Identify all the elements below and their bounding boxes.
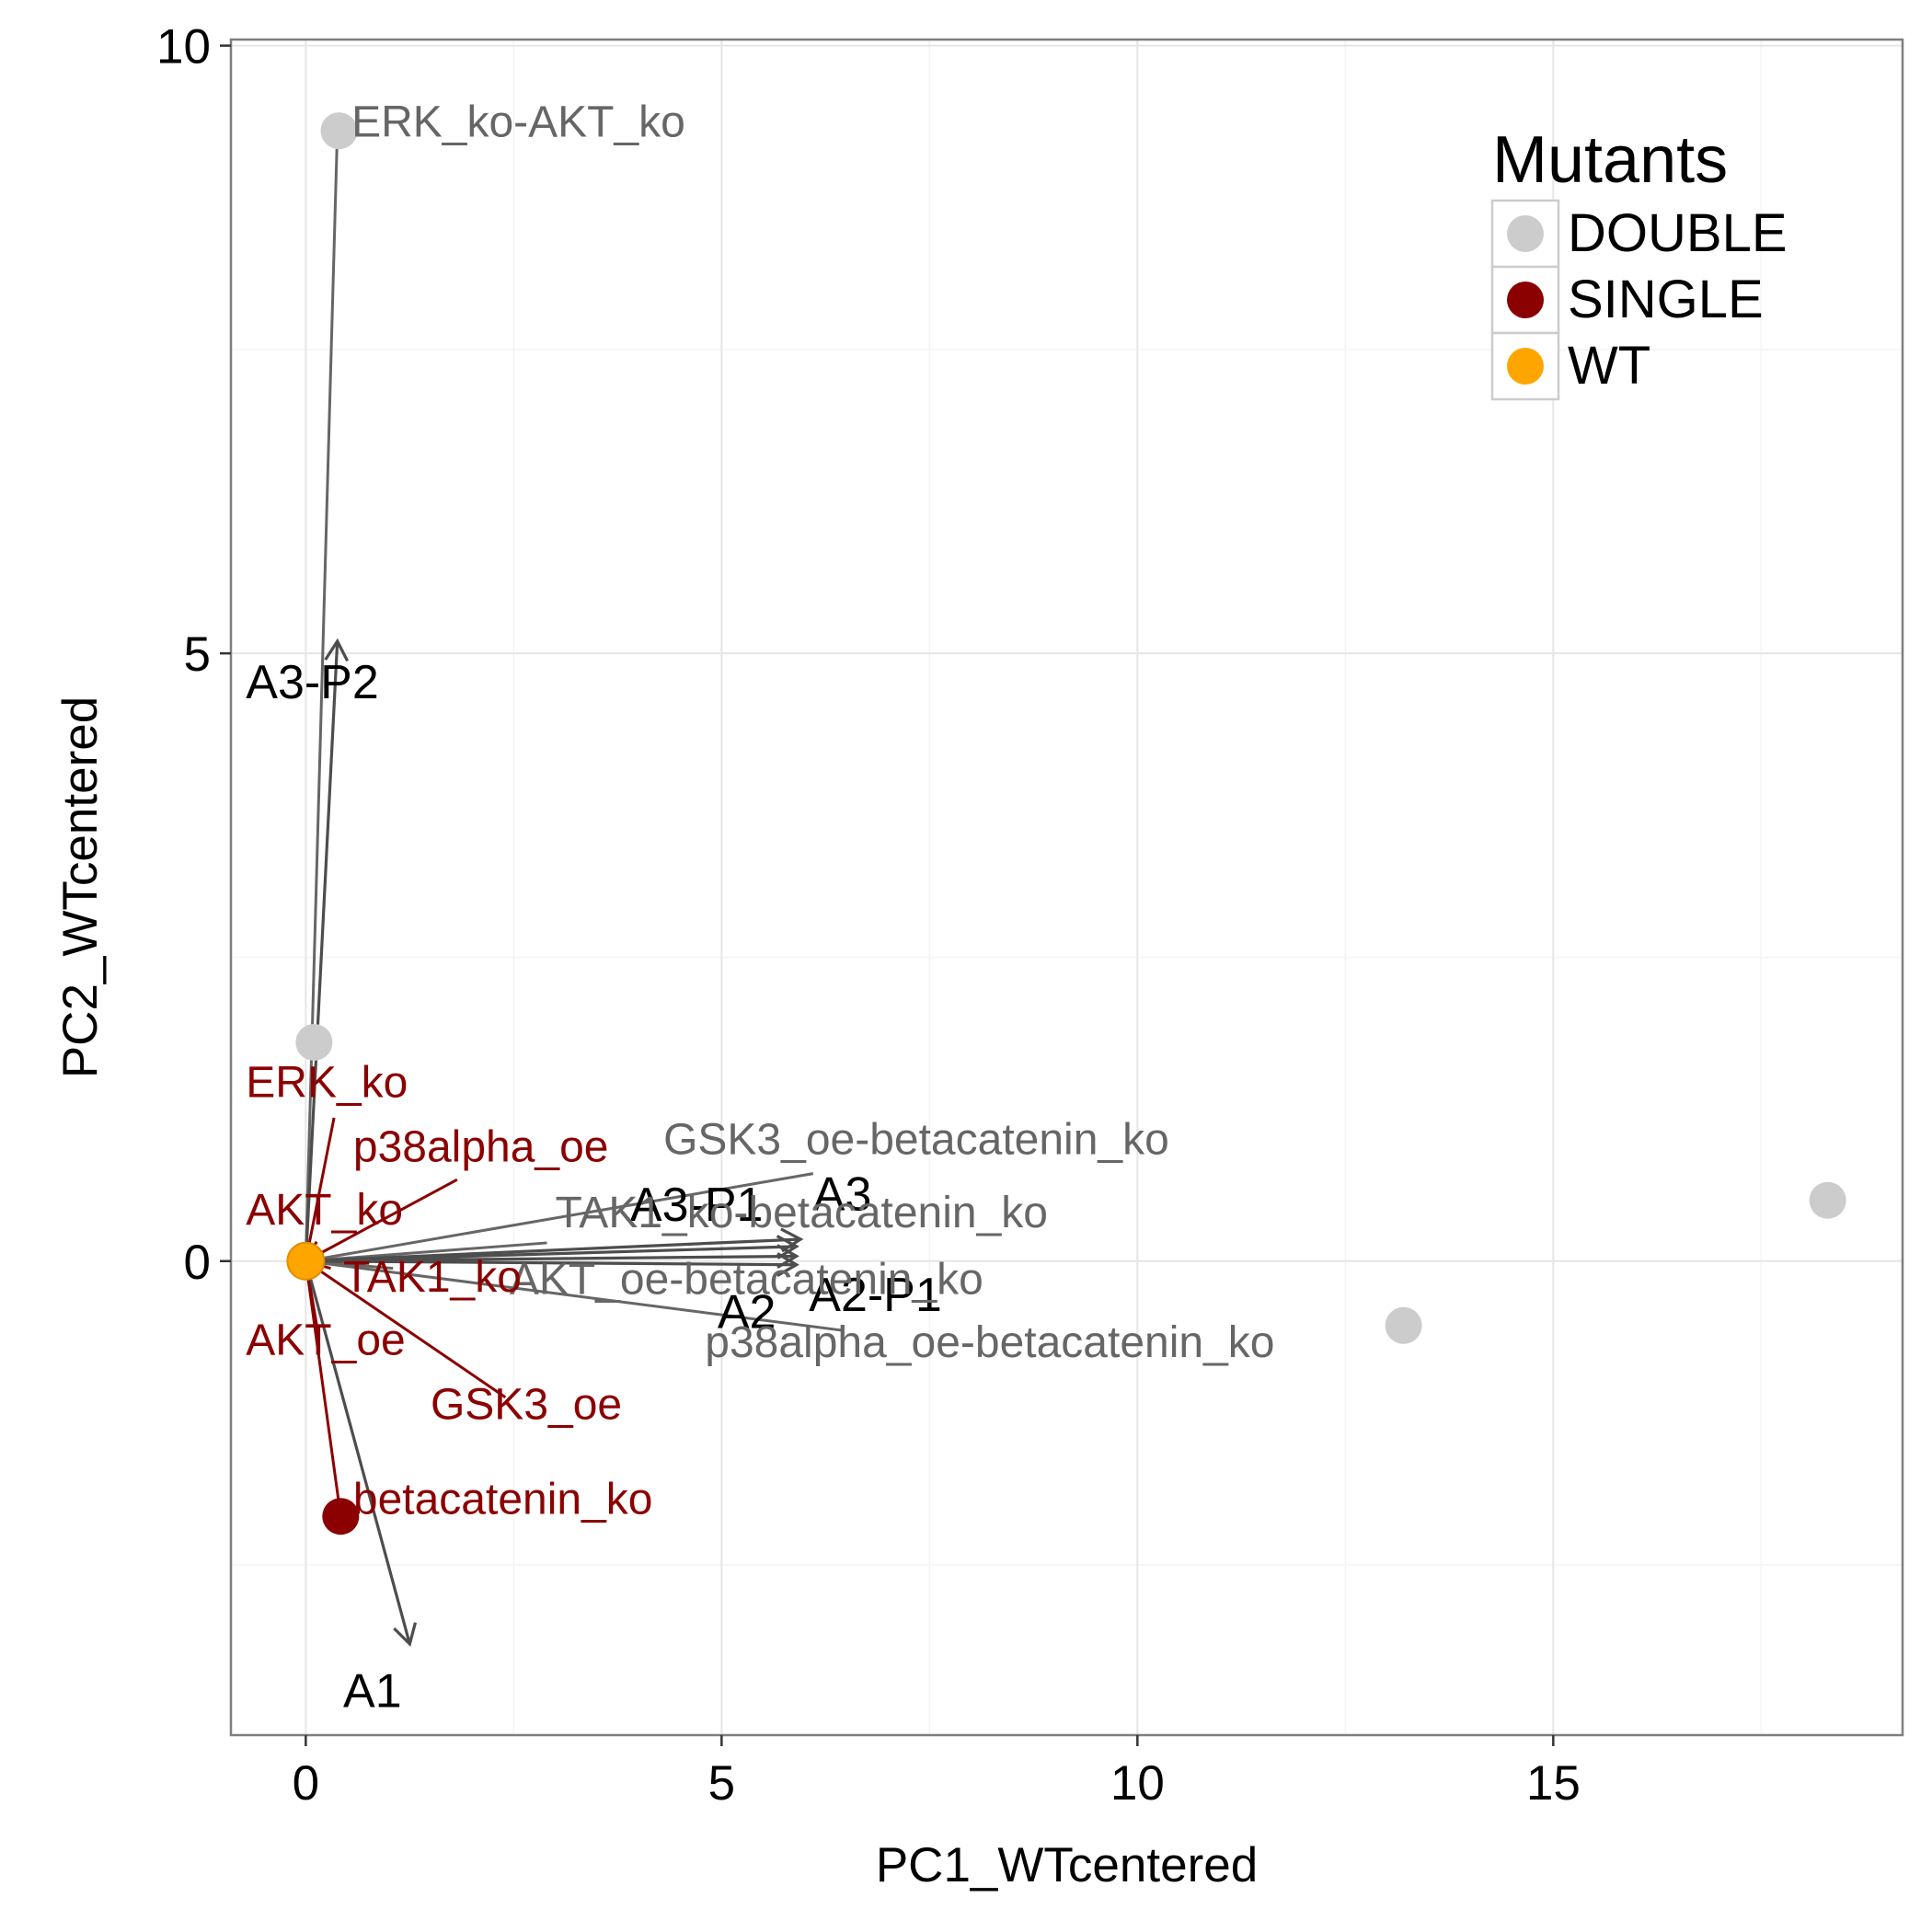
arrow-shaft <box>305 1245 797 1263</box>
y-tick-label: 0 <box>184 1236 211 1290</box>
y-tick-label: 10 <box>156 20 211 75</box>
y-axis-title: PC2_WTcentered <box>53 696 108 1078</box>
data-point-double <box>320 112 358 150</box>
arrow-head <box>393 1622 418 1647</box>
y-tick-label: 5 <box>184 627 211 682</box>
data-point-double <box>295 1023 333 1061</box>
point-label: TAK1_ko <box>343 1253 522 1302</box>
arrow-shaft <box>304 1260 411 1645</box>
arrow-label: A3 <box>813 1167 872 1221</box>
label-connector <box>305 1259 843 1332</box>
loading-arrows <box>304 638 804 1647</box>
data-point-wt <box>286 1241 326 1281</box>
legend-swatch-wt <box>1507 348 1544 385</box>
arrow-label: A3-P2 <box>246 656 379 709</box>
point-label: ERK_ko-AKT_ko <box>351 98 685 147</box>
x-tick-label: 15 <box>1526 1756 1581 1811</box>
arrow-head <box>776 1235 799 1259</box>
panel-border <box>229 38 1904 1737</box>
grid-lines <box>231 40 1903 1735</box>
legend-entry-label: WT <box>1568 336 1650 396</box>
data-points <box>286 112 1846 1535</box>
label-connector <box>305 1178 458 1263</box>
legend: Mutants DOUBLE SINGLE WT <box>1490 123 1788 401</box>
arrow-shaft <box>304 640 339 1261</box>
point-label: betacatenin_ko <box>353 1476 653 1524</box>
legend-swatch-single <box>1507 282 1544 318</box>
point-label: TAK1_ko-betacatenin_ko <box>556 1189 1048 1237</box>
arrow-label: A1 <box>343 1665 402 1719</box>
point-labels: A3-P2 A3 A3-P1 A2-P1 A2 A1 ERK_ko-AKT_ko GSK3_o… <box>246 98 1274 1719</box>
legend-entry-label: DOUBLE <box>1568 203 1788 263</box>
label-connector <box>305 1259 507 1398</box>
point-label: ERK_ko <box>246 1058 408 1107</box>
label-connector <box>305 1172 814 1263</box>
point-label: AKT_oe-betacatenin_ko <box>510 1255 983 1304</box>
label-connector <box>304 1260 342 1517</box>
legend-title: Mutants <box>1492 123 1728 197</box>
arrow-label: A2-P1 <box>809 1269 942 1322</box>
arrow-head <box>324 638 350 662</box>
legend-swatch-double <box>1507 215 1544 252</box>
point-label: AKT_oe <box>246 1316 405 1364</box>
label-connector <box>304 1117 336 1262</box>
arrow-label: A3-P1 <box>630 1179 764 1232</box>
point-label: GSK3_oe-betacatenin_ko <box>663 1115 1169 1164</box>
point-label: AKT_ko <box>246 1186 403 1235</box>
x-tick-label: 0 <box>293 1756 319 1811</box>
arrow-shaft <box>305 1259 797 1267</box>
point-label: GSK3_oe <box>431 1381 622 1430</box>
data-point-single <box>322 1498 360 1535</box>
data-point-double <box>1385 1306 1422 1344</box>
point-label: p38alpha_oe-betacatenin_ko <box>705 1318 1274 1367</box>
legend-entry-label: SINGLE <box>1568 270 1764 329</box>
arrow-label: A2 <box>718 1285 776 1339</box>
axes: 0 5 10 15 0 5 10 <box>156 20 1581 1811</box>
x-tick-label: 5 <box>708 1756 735 1811</box>
label-connector <box>304 131 339 1261</box>
data-point-double <box>1809 1181 1846 1219</box>
arrow-head <box>776 1252 799 1277</box>
point-label: p38alpha_oe <box>353 1122 609 1171</box>
x-axis-title: PC1_WTcentered <box>876 1838 1258 1892</box>
x-tick-label: 10 <box>1110 1756 1165 1811</box>
